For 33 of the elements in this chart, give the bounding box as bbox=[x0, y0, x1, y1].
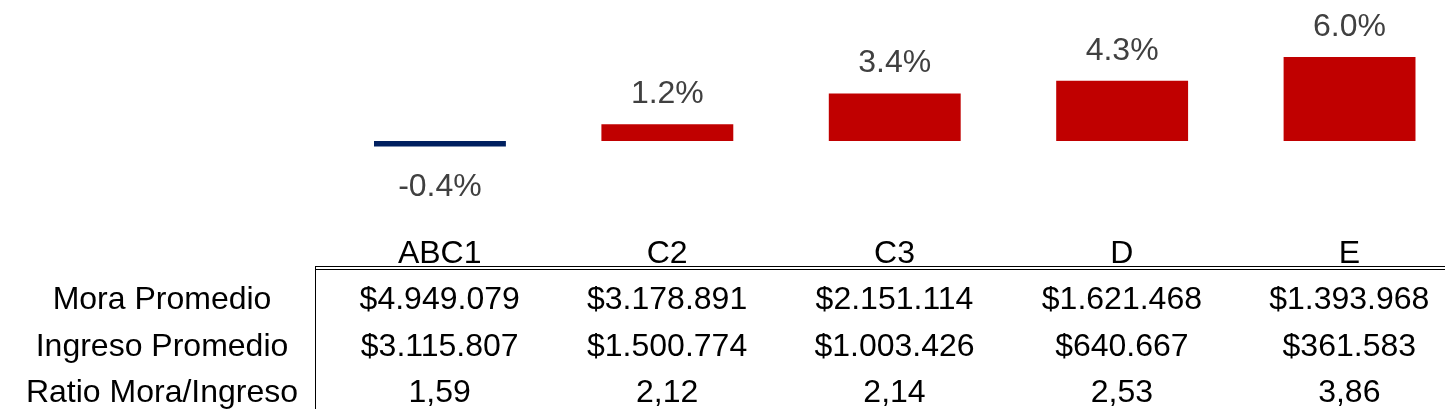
bar bbox=[374, 141, 506, 147]
data-label: 3.4% bbox=[858, 43, 932, 80]
text: 2,14 bbox=[863, 373, 926, 409]
category-label: Mora Promedio bbox=[52, 280, 272, 316]
text: 2,53 bbox=[1090, 373, 1154, 409]
text: $3.115.807 bbox=[360, 326, 519, 363]
data-label: 1.2% bbox=[630, 74, 704, 111]
text: 1,59 bbox=[408, 373, 471, 409]
text: $640.667 bbox=[1055, 326, 1189, 363]
bar bbox=[1283, 57, 1416, 141]
bar bbox=[828, 93, 961, 141]
category-label: Ratio Mora/Ingreso bbox=[25, 373, 299, 409]
text: $1.003.426 bbox=[814, 326, 975, 363]
text: $1.621.468 bbox=[1041, 280, 1202, 316]
text: $2.151.114 bbox=[815, 280, 974, 316]
x-tick-label: ABC1 bbox=[397, 233, 482, 270]
text: $361.583 bbox=[1282, 326, 1417, 363]
bar bbox=[601, 124, 734, 141]
x-tick-label: C2 bbox=[646, 233, 688, 270]
data-label: 4.3% bbox=[1085, 30, 1159, 67]
text: 2,12 bbox=[635, 373, 699, 409]
text: 3,86 bbox=[1318, 373, 1381, 409]
data-label: 6.0% bbox=[1313, 7, 1387, 43]
bar bbox=[1056, 80, 1189, 141]
text: $1.393.968 bbox=[1269, 280, 1430, 316]
x-tick-label: E bbox=[1338, 233, 1360, 270]
text: $4.949.079 bbox=[359, 280, 520, 316]
x-tick-label: D bbox=[1110, 233, 1134, 270]
text: $3.178.891 bbox=[587, 280, 748, 316]
category-label: Ingreso Promedio bbox=[35, 326, 289, 363]
x-tick-label: C3 bbox=[874, 233, 915, 270]
data-label: -0.4% bbox=[398, 166, 482, 203]
text: $1.500.774 bbox=[587, 326, 748, 363]
